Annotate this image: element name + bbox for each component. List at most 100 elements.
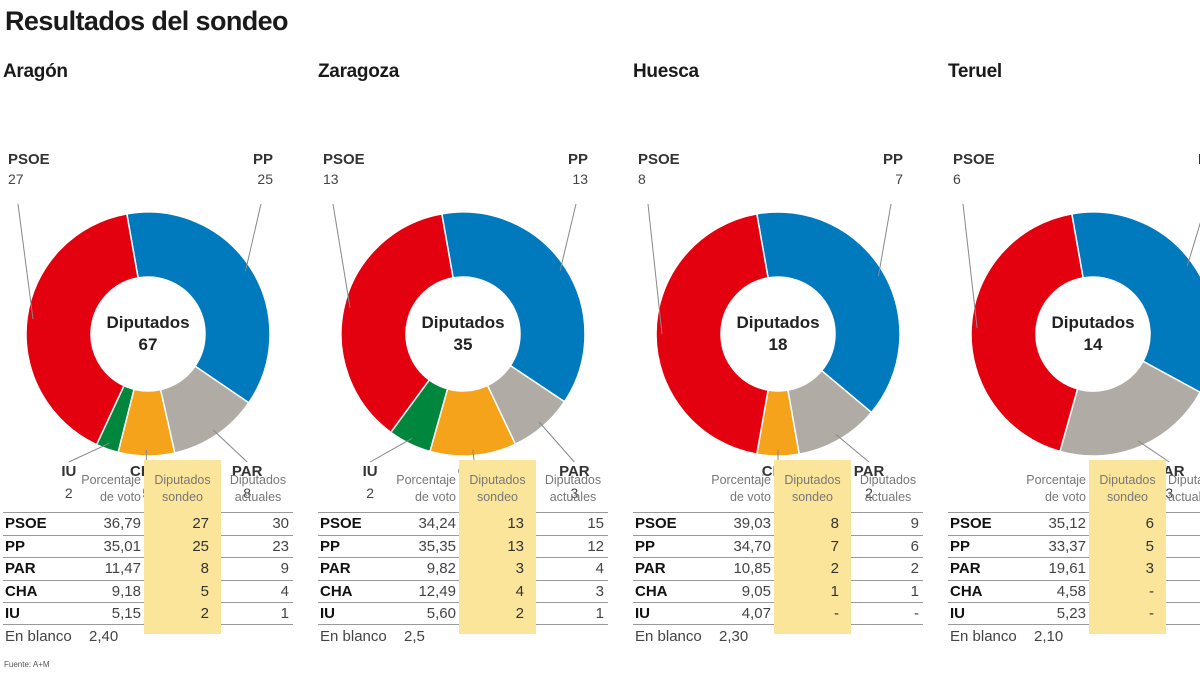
- slice-psoe: [970, 212, 1084, 453]
- blank-label: En blanco: [5, 627, 72, 645]
- blank-value: 2,10: [1034, 627, 1064, 645]
- panel-huesca: HuescaPP7PAR2CHA1PSOE8Diputados18Porcent…: [633, 58, 933, 648]
- seats-sondeo: 2: [144, 602, 221, 625]
- slice-value-iu: 2: [65, 485, 73, 501]
- slice-value-pp: 25: [257, 171, 273, 187]
- party-name: PSOE: [320, 515, 362, 532]
- panel-zaragoza: ZaragozaPP13PAR3CHA4IU2PSOE13Diputados35…: [318, 58, 618, 648]
- slice-value-pp: 7: [895, 171, 903, 187]
- header-pct: Porcentaje de voto: [998, 472, 1086, 506]
- header-sondeo: Diputados sondeo: [459, 460, 536, 512]
- seats-actuales: 1: [910, 582, 919, 600]
- party-name: IU: [5, 605, 20, 622]
- header-pct: Porcentaje de voto: [368, 472, 456, 506]
- slice-pp: [125, 211, 271, 404]
- vote-percent: 33,37: [1048, 537, 1086, 555]
- header-line: Diputados: [784, 473, 841, 487]
- leader-line: [1137, 440, 1170, 463]
- header-line: sondeo: [1106, 490, 1148, 504]
- slice-pp: [440, 211, 586, 403]
- header-line: de voto: [1044, 490, 1086, 504]
- leader-line: [244, 203, 262, 272]
- center-total: 35: [454, 335, 473, 354]
- table-body: PSOE 35,12 6 PP 33,37 5 PAR 19,61 3 CHA 4,58- IU 5,2…: [948, 512, 1200, 625]
- vote-percent: 9,05: [741, 582, 771, 600]
- highlight-tail: [1089, 623, 1166, 634]
- table-row: PSOE 35,12 6: [948, 512, 1200, 535]
- blank-value: 2,5: [404, 627, 425, 645]
- seats-sondeo: 5: [144, 579, 221, 602]
- table-row: CHA 9,18 5 4: [3, 579, 293, 602]
- seats-sondeo: 2: [774, 557, 851, 580]
- highlight-tail: [774, 623, 851, 634]
- leader-line: [332, 203, 351, 308]
- seats-sondeo: -: [1089, 602, 1166, 625]
- header-actuales: Diputados actuales: [1168, 472, 1200, 506]
- slice-label-par: PAR: [559, 463, 590, 480]
- vote-percent: 11,47: [104, 560, 141, 577]
- seats-actuales: 6: [910, 537, 919, 555]
- leader-line: [369, 437, 413, 463]
- region-title: Aragón: [3, 61, 68, 82]
- party-name: PSOE: [950, 515, 992, 532]
- party-name: CHA: [950, 582, 983, 600]
- seats-actuales: 4: [280, 582, 289, 600]
- panel-teruel: Teruel PP 5 PAR 3 PSOE 6 Diputados 14 Porcentaje d…: [948, 58, 1200, 648]
- vote-percent: 4,07: [741, 605, 771, 622]
- blank-label: En blanco: [635, 627, 702, 645]
- slice-label-iu: IU: [61, 463, 76, 480]
- slice-label-psoe: PSOE: [638, 151, 680, 168]
- table-body: PSOE 36,79 27 30 PP 35,01 25 23 PAR 11,47 8 9 CHA 9,1…: [3, 512, 293, 625]
- vote-percent: 35,01: [103, 537, 141, 555]
- slice-value-psoe: 8: [638, 171, 646, 187]
- slice-label-pp: PP: [568, 151, 588, 168]
- header-line: Porcentaje: [396, 473, 456, 487]
- vote-percent: 9,18: [111, 582, 141, 600]
- panel-aragn: Aragón PP 25 PAR 8 CHA 5 IU 2 PSOE 27 Diputados 67 Po…: [3, 58, 303, 648]
- center-label: Diputados: [736, 313, 819, 332]
- slice-label-par: PAR: [854, 463, 885, 480]
- seats-actuales: 12: [587, 537, 604, 555]
- highlight-tail: [144, 623, 221, 634]
- vote-percent: 19,61: [1048, 560, 1086, 577]
- party-name: CHA: [5, 582, 38, 600]
- slice-value-psoe: 27: [8, 171, 24, 187]
- blank-value: 2,30: [719, 627, 749, 645]
- header-line: actuales: [864, 490, 912, 504]
- seats-sondeo: 25: [144, 534, 221, 557]
- party-name: PAR: [950, 560, 981, 577]
- table-row: IU 5,23-: [948, 602, 1200, 625]
- party-name: PAR: [635, 560, 666, 577]
- seats-sondeo: -: [774, 602, 851, 625]
- slice-label-psoe: PSOE: [953, 151, 995, 168]
- slice-label-pp: PP: [883, 151, 903, 168]
- header-line: actuales: [1168, 490, 1200, 504]
- header-line: de voto: [99, 490, 141, 504]
- center-label: Diputados: [106, 313, 189, 332]
- blank-row: En blanco 2,5: [318, 623, 608, 649]
- party-name: PAR: [320, 560, 351, 577]
- seats-actuales: 4: [595, 560, 604, 577]
- blank-row: En blanco 2,10: [948, 623, 1200, 649]
- table-row: PSOE 36,79 27 30: [3, 512, 293, 535]
- slice-psoe: [340, 212, 454, 434]
- blank-row: En blanco 2,30: [633, 623, 923, 649]
- seats-actuales: 9: [280, 560, 289, 577]
- header-line: Porcentaje: [1026, 473, 1086, 487]
- table-row: PP 35,35 13 12: [318, 534, 608, 557]
- vote-percent: 34,24: [418, 515, 456, 532]
- region-title: Zaragoza: [318, 61, 400, 82]
- seats-sondeo: 2: [459, 602, 536, 625]
- source-note: Fuente: A+M: [4, 660, 50, 669]
- header-line: Diputados: [229, 473, 287, 487]
- header-line: Diputados: [154, 473, 211, 487]
- slice-psoe: [25, 212, 139, 446]
- seats-actuales: 30: [272, 515, 289, 532]
- party-name: PP: [320, 537, 341, 555]
- slice-value-par: 3: [1165, 485, 1173, 501]
- vote-percent: 5,60: [426, 605, 456, 622]
